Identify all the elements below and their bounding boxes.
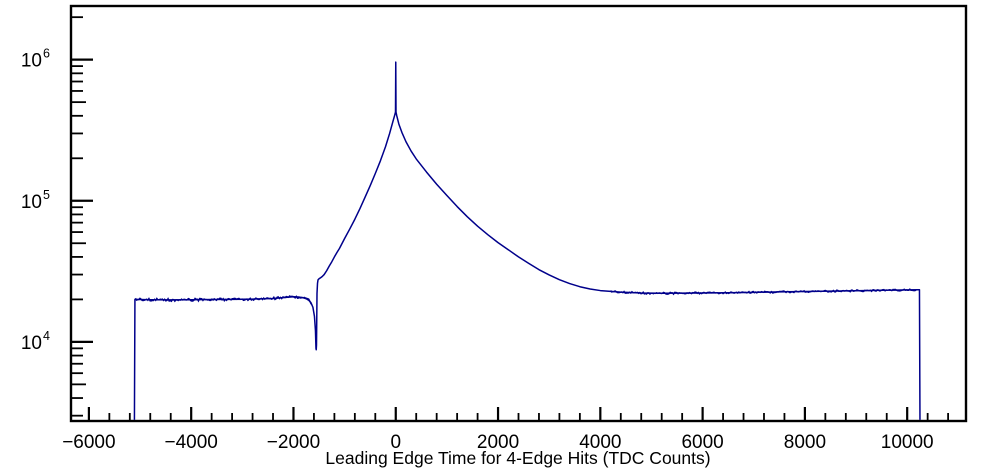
x-tick-label: 2000 — [477, 432, 519, 453]
x-axis-title: Leading Edge Time for 4-Edge Hits (TDC C… — [325, 448, 710, 468]
y-tick-label: 10 4 — [21, 329, 50, 354]
x-tick-label: 4000 — [579, 432, 621, 453]
svg-text:5: 5 — [43, 188, 50, 202]
x-tick-label: −2000 — [267, 432, 320, 453]
svg-text:6: 6 — [43, 47, 50, 61]
svg-text:4: 4 — [43, 329, 50, 343]
x-tick-label: −4000 — [164, 432, 217, 453]
svg-text:10: 10 — [21, 192, 42, 213]
x-tick-label: 10000 — [881, 432, 934, 453]
data-series-group — [133, 61, 921, 420]
y-tick-label: 10 5 — [21, 188, 50, 213]
y-tick-label: 10 6 — [21, 47, 50, 72]
x-axis-tick-labels: −6000 −4000 −2000 0 2000 4000 6000 8000 10000 — [62, 432, 933, 453]
x-tick-label: 8000 — [784, 432, 826, 453]
svg-text:10: 10 — [21, 51, 42, 72]
data-series-noise — [610, 288, 917, 296]
x-tick-label: 6000 — [681, 432, 723, 453]
data-series-noise — [134, 295, 313, 306]
svg-text:10: 10 — [21, 333, 42, 354]
x-axis-ticks — [87, 407, 949, 421]
x-tick-label: −6000 — [62, 432, 115, 453]
y-axis-ticks — [71, 16, 93, 417]
x-tick-label: 0 — [390, 432, 401, 453]
